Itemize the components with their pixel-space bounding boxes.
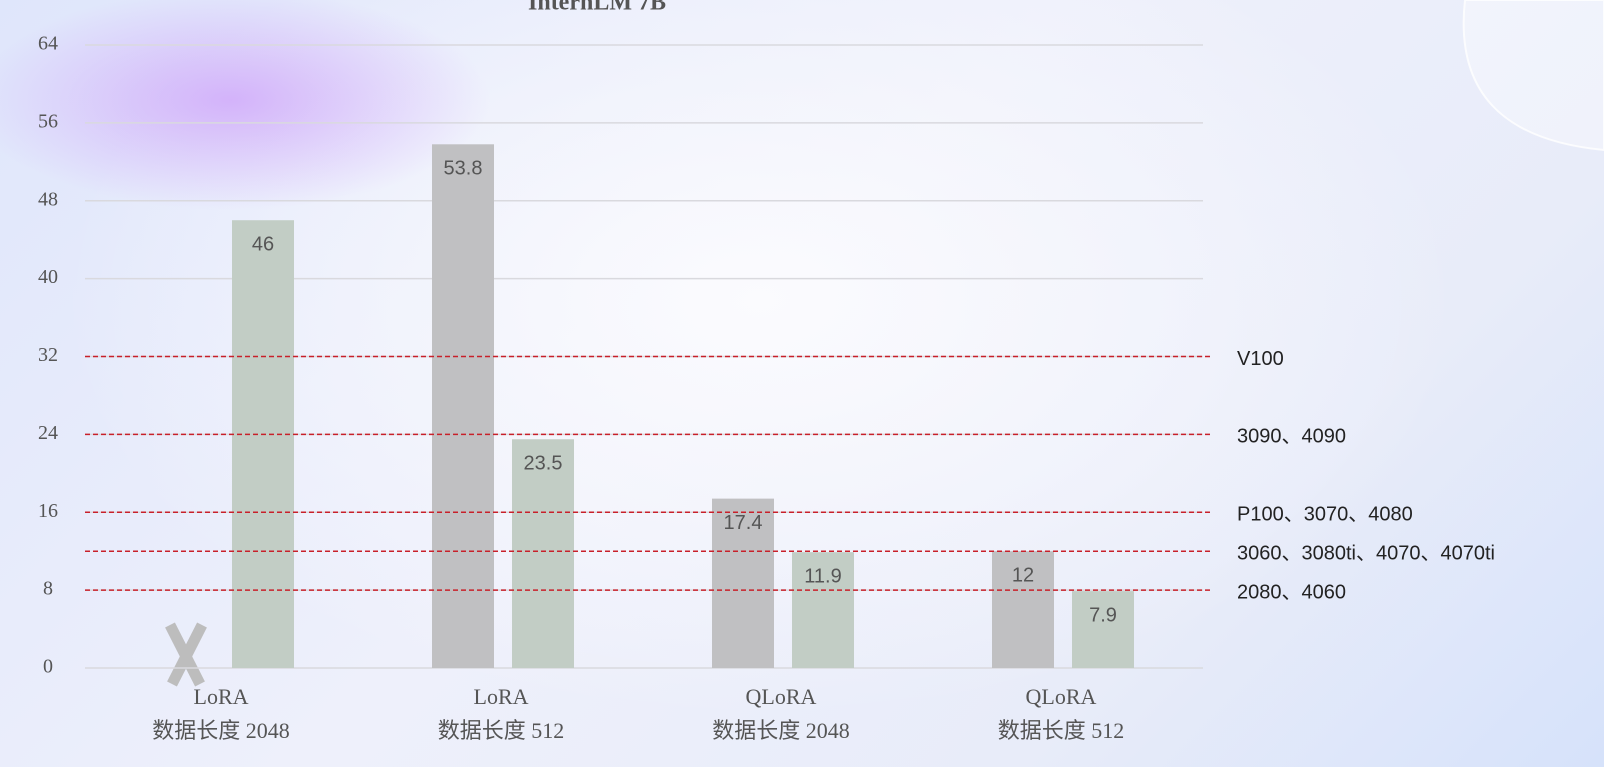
bar xyxy=(512,439,574,668)
y-tick-label: 40 xyxy=(38,266,58,288)
y-tick-label: 24 xyxy=(38,422,58,444)
reference-label: P100、3070、4080 xyxy=(1237,504,1413,526)
reference-label: 3060、3080ti、4070、4070ti xyxy=(1237,542,1495,564)
missing-marker xyxy=(165,622,207,687)
y-tick-label: 32 xyxy=(38,344,58,366)
x-tick-label: QLoRA xyxy=(1026,684,1097,709)
y-tick-label: 64 xyxy=(38,33,58,55)
value-label: 11.9 xyxy=(804,565,841,587)
bar xyxy=(792,552,854,668)
y-tick-label: 8 xyxy=(43,578,53,600)
bar xyxy=(432,144,494,668)
bar xyxy=(1072,591,1134,668)
y-tick-label: 0 xyxy=(43,656,53,678)
x-tick-label: 数据长度 512 xyxy=(998,718,1125,743)
x-tick-label: LoRA xyxy=(474,684,529,709)
decoration xyxy=(1462,0,1604,152)
value-label: 46 xyxy=(252,234,274,256)
chart-title: InternLM 7B xyxy=(528,0,666,16)
x-tick-label: 数据长度 512 xyxy=(438,718,565,743)
reference-label: 3090、4090 xyxy=(1237,426,1346,448)
bar xyxy=(232,220,294,668)
bar xyxy=(712,498,774,668)
value-label: 23.5 xyxy=(524,453,563,475)
bar xyxy=(992,551,1054,668)
x-tick-label: LoRA xyxy=(194,684,249,709)
x-tick-label: 数据长度 2048 xyxy=(152,718,290,743)
cross-stroke xyxy=(167,622,207,687)
reference-label: 2080、4060 xyxy=(1237,581,1346,603)
reference-label: V100 xyxy=(1237,348,1284,370)
x-tick-label: QLoRA xyxy=(746,684,817,709)
y-tick-label: 16 xyxy=(38,500,58,522)
value-label: 53.8 xyxy=(444,158,483,180)
y-tick-label: 56 xyxy=(38,110,58,132)
value-label: 17.4 xyxy=(724,512,763,534)
value-label: 12 xyxy=(1012,564,1034,586)
y-tick-label: 48 xyxy=(38,188,58,210)
value-label: 7.9 xyxy=(1089,604,1117,626)
x-tick-label: 数据长度 2048 xyxy=(712,718,850,743)
